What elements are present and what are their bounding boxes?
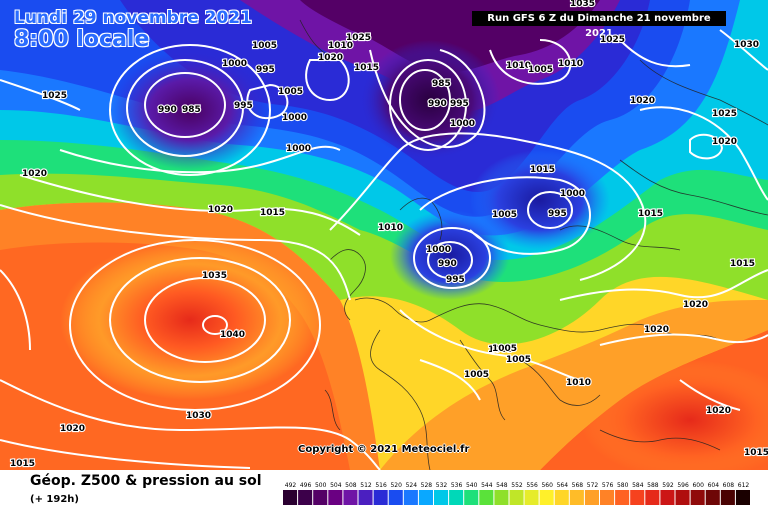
legend-swatch bbox=[690, 490, 705, 505]
legend-value: 612 bbox=[738, 482, 750, 489]
forecast-date: Lundi 29 novembre 2021 bbox=[14, 8, 252, 28]
legend-swatch bbox=[494, 490, 509, 505]
forecast-time: 8:00 locale bbox=[14, 27, 150, 52]
legend-swatch bbox=[358, 490, 373, 505]
legend-swatch bbox=[645, 490, 660, 505]
legend-value: 592 bbox=[662, 482, 674, 489]
legend-swatch bbox=[313, 490, 328, 505]
legend-swatch bbox=[675, 490, 690, 505]
legend-swatch bbox=[449, 490, 464, 505]
legend-value: 516 bbox=[375, 482, 387, 489]
legend-value: 596 bbox=[677, 482, 689, 489]
legend-value: 600 bbox=[692, 482, 704, 489]
legend-swatch bbox=[554, 490, 569, 505]
legend-swatch bbox=[509, 490, 524, 505]
legend-swatch bbox=[569, 490, 584, 505]
legend-value: 548 bbox=[496, 482, 508, 489]
legend-swatch bbox=[298, 490, 313, 505]
legend-value: 536 bbox=[451, 482, 463, 489]
legend-swatch bbox=[630, 490, 645, 505]
copyright-notice: Copyright © 2021 Meteociel.fr bbox=[298, 444, 470, 455]
legend-swatch bbox=[584, 490, 599, 505]
model-run-label: Run GFS 6 Z du Dimanche 21 novembre 2021 bbox=[472, 11, 726, 39]
legend-value: 608 bbox=[723, 482, 735, 489]
legend-swatch bbox=[418, 490, 433, 505]
legend-value: 556 bbox=[526, 482, 538, 489]
map-title: Géop. Z500 & pression au sol bbox=[30, 473, 262, 489]
legend-value: 564 bbox=[557, 482, 569, 489]
legend-swatch bbox=[464, 490, 479, 505]
legend-value: 520 bbox=[390, 482, 402, 489]
forecast-datetime: Lundi 29 novembre 2021 8:00 locale bbox=[14, 10, 252, 51]
legend-value: 568 bbox=[572, 482, 584, 489]
forecast-range: (+ 192h) bbox=[30, 494, 79, 505]
legend-value: 524 bbox=[406, 482, 418, 489]
legend-value: 496 bbox=[300, 482, 312, 489]
legend-swatch bbox=[524, 490, 539, 505]
legend-value: 560 bbox=[541, 482, 553, 489]
legend-value: 576 bbox=[602, 482, 614, 489]
legend-swatch bbox=[720, 490, 735, 505]
legend-value: 528 bbox=[421, 482, 433, 489]
legend-swatch bbox=[343, 490, 358, 505]
legend-value: 572 bbox=[587, 482, 599, 489]
legend-swatch bbox=[539, 490, 554, 505]
legend-value: 544 bbox=[481, 482, 493, 489]
legend-value: 552 bbox=[511, 482, 523, 489]
legend-value: 492 bbox=[285, 482, 297, 489]
legend-swatch bbox=[479, 490, 494, 505]
legend-swatch bbox=[388, 490, 403, 505]
coastlines bbox=[299, 19, 768, 470]
legend-value: 584 bbox=[632, 482, 644, 489]
color-legend: 492 496 500 504 508 512 516 520 524 528 532 536 540 5… bbox=[283, 482, 750, 505]
legend-swatch bbox=[615, 490, 630, 505]
legend-value: 604 bbox=[708, 482, 720, 489]
legend-swatch bbox=[373, 490, 388, 505]
legend-value: 504 bbox=[330, 482, 342, 489]
legend-swatch bbox=[434, 490, 449, 505]
legend-value: 532 bbox=[436, 482, 448, 489]
legend-swatch bbox=[283, 490, 298, 505]
legend-value: 512 bbox=[360, 482, 372, 489]
legend-swatch bbox=[600, 490, 615, 505]
legend-swatch bbox=[328, 490, 343, 505]
legend-value: 588 bbox=[647, 482, 659, 489]
legend-swatch bbox=[705, 490, 720, 505]
legend-swatch bbox=[403, 490, 418, 505]
legend-value: 500 bbox=[315, 482, 327, 489]
legend-value: 508 bbox=[345, 482, 357, 489]
legend-swatch bbox=[660, 490, 675, 505]
isobars bbox=[0, 29, 768, 470]
legend-swatch bbox=[735, 490, 750, 505]
legend-value: 540 bbox=[466, 482, 478, 489]
legend-value: 580 bbox=[617, 482, 629, 489]
weather-map bbox=[0, 0, 768, 470]
